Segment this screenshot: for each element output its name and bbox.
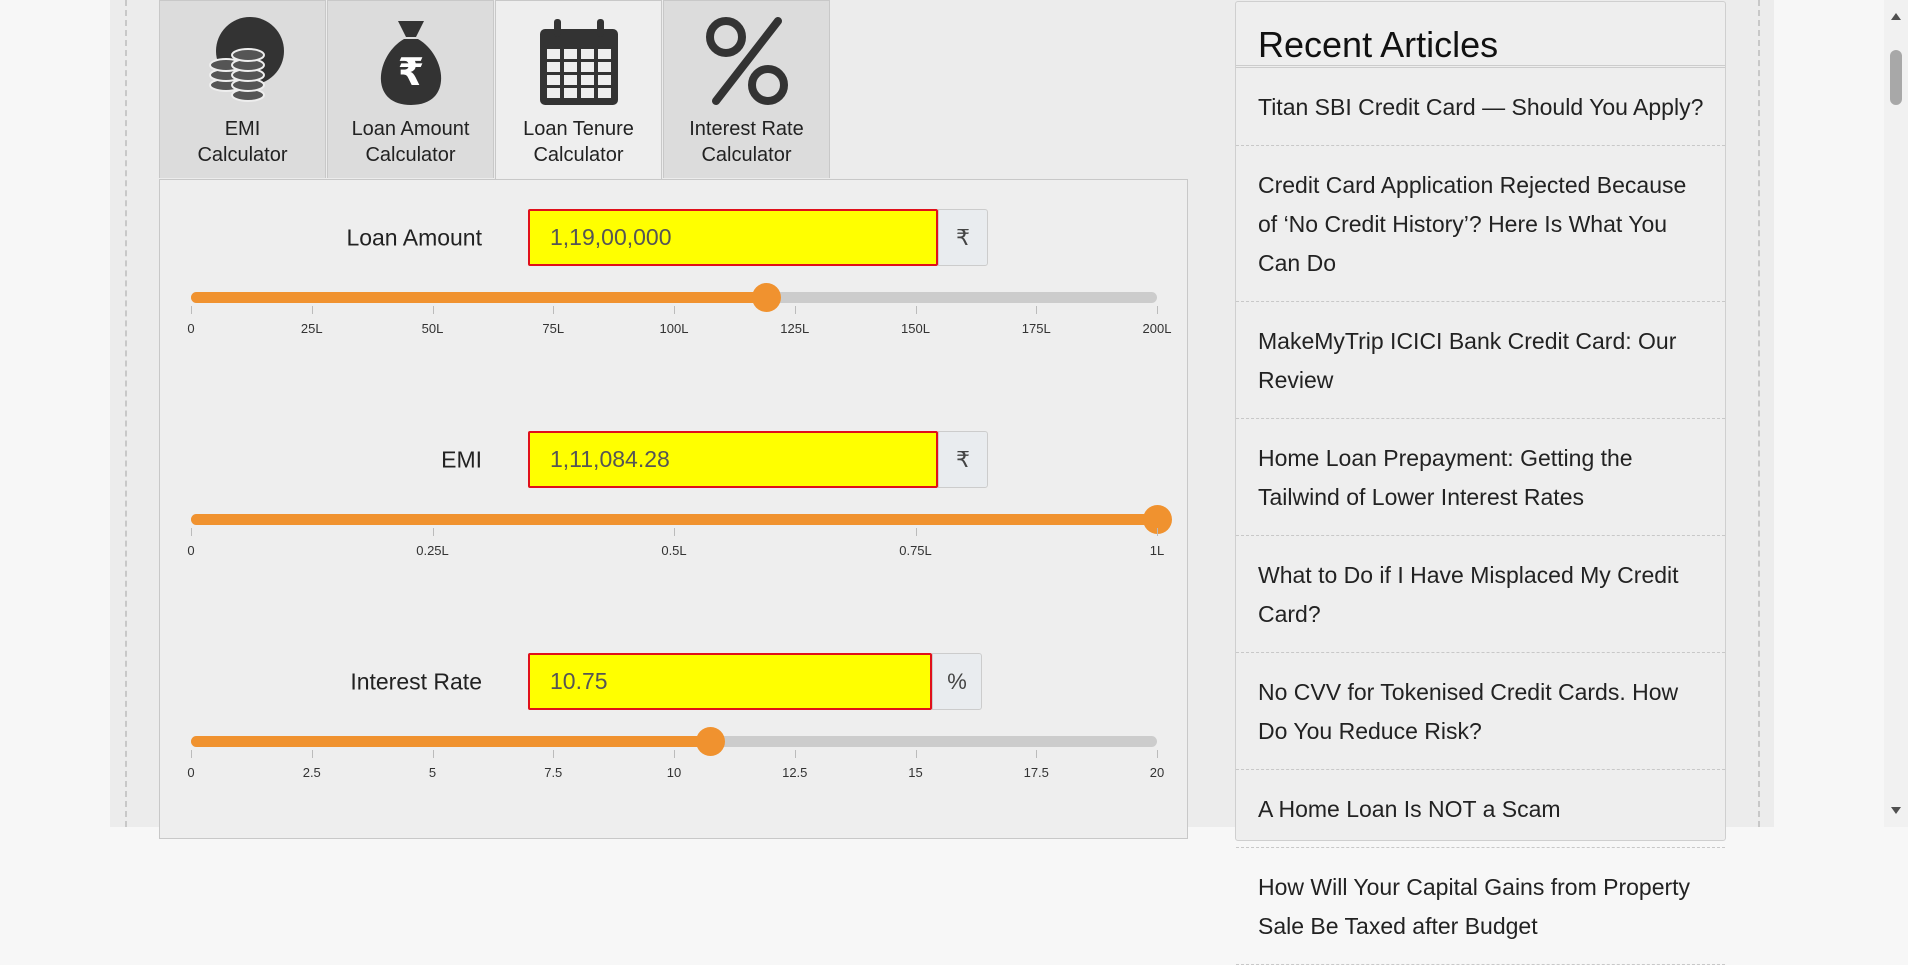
slider-tick [191, 750, 192, 758]
tick-label: 0.75L [899, 543, 932, 558]
slider-tick [1157, 528, 1158, 536]
slider-track[interactable] [191, 283, 1157, 312]
slider-fill [191, 736, 711, 747]
slider-fill [191, 514, 1157, 525]
tick-label: 1L [1149, 543, 1165, 558]
dashed-border [125, 0, 127, 827]
slider-tick [311, 750, 313, 758]
slider-thumb[interactable] [751, 283, 781, 312]
field-label: Loan Amount [346, 224, 482, 251]
tick-label: 2.5 [302, 765, 321, 780]
article-link[interactable]: No CVV for Tokenised Credit Cards. How D… [1236, 653, 1725, 770]
slider-tick [794, 306, 796, 314]
calculator-panel [159, 179, 1188, 839]
unit-addon: ₹ [938, 431, 988, 488]
field-label: Interest Rate [350, 668, 482, 695]
icon [209, 17, 284, 102]
tick-label: 10 [666, 765, 682, 780]
icon [706, 17, 788, 105]
slider-tick [1036, 750, 1038, 758]
tick-label: 75L [542, 321, 565, 336]
icon: ₹ [380, 21, 442, 105]
tab-label: Loan Tenure [523, 118, 634, 140]
slider-tick [674, 528, 675, 536]
slider-tick [553, 750, 555, 758]
input-box[interactable]: 1,19,00,000 [528, 209, 938, 266]
tick-label: 0.5L [661, 543, 687, 558]
slider-tick [1157, 306, 1158, 314]
tab[interactable]: EMI Calculator [159, 0, 326, 178]
slider-tick [432, 528, 434, 536]
slider-tick [915, 528, 917, 536]
tab-label: Calculator [197, 144, 288, 166]
slider-track[interactable] [191, 505, 1172, 534]
tick-label: 7.5 [544, 765, 563, 780]
article-link[interactable]: Titan SBI Credit Card — Should You Apply… [1236, 68, 1725, 146]
recent-articles: Recent Articles Titan SBI Credit Card — … [1235, 1, 1726, 965]
input-box[interactable]: 1,11,084.28 [528, 431, 938, 488]
tick-label: 20 [1149, 765, 1165, 780]
tick-label: 0.25L [416, 543, 449, 558]
article-link[interactable]: A Home Loan Is NOT a Scam [1236, 770, 1725, 848]
slider-tick [915, 750, 917, 758]
tick-label: 125L [780, 321, 810, 336]
tab-label: Calculator [701, 144, 792, 166]
dashed-border [1758, 0, 1760, 827]
svg-text:₹: ₹ [398, 50, 424, 94]
tick-label: 0 [187, 765, 195, 780]
tab[interactable]: ₹ Loan Amount Calculator [327, 0, 494, 178]
slider-tick [794, 750, 796, 758]
tick-label: 200L [1142, 321, 1172, 336]
article-link[interactable]: What to Do if I Have Misplaced My Credit… [1236, 536, 1725, 653]
tab-label: Calculator [365, 144, 456, 166]
slider-tick [915, 306, 917, 314]
tick-label: 17.5 [1023, 765, 1049, 780]
slider-thumb[interactable] [696, 727, 726, 756]
unit-addon: % [932, 653, 982, 710]
tab-label: Calculator [533, 144, 624, 166]
tick-label: 5 [428, 765, 437, 780]
article-list: Titan SBI Credit Card — Should You Apply… [1236, 68, 1725, 965]
slider-tick [432, 750, 434, 758]
tick-label: 150L [901, 321, 930, 336]
scroll-thumb[interactable] [1890, 50, 1902, 105]
tick-label: 0 [187, 321, 195, 336]
tick-label: 12.5 [782, 765, 808, 780]
slider-tick [674, 306, 675, 314]
slider-track[interactable] [191, 727, 1157, 756]
slider-tick [553, 306, 555, 314]
tick-label: 0 [187, 543, 195, 558]
scroll-arrows [1891, 13, 1901, 814]
slider-tick [1036, 306, 1038, 314]
page: EMI Calculator ₹ Loan Amount Calculator Loan … [110, 0, 1908, 965]
article-link[interactable]: Home Loan Prepayment: Getting the Tailwi… [1236, 419, 1725, 536]
icon [540, 19, 618, 105]
unit-addon: ₹ [938, 209, 988, 266]
scrollbar[interactable] [1884, 0, 1908, 827]
tick-label: 175L [1021, 321, 1051, 336]
sidebar-title: Recent Articles [1258, 24, 1499, 65]
slider-tick [1157, 750, 1158, 758]
tab[interactable]: Interest Rate Calculator [663, 0, 830, 178]
tab-label: EMI [224, 118, 261, 140]
slider-tick [191, 528, 192, 536]
slider-fill [191, 292, 766, 303]
article-link[interactable]: How Will Your Capital Gains from Propert… [1236, 848, 1725, 965]
article-link[interactable]: Credit Card Application Rejected Because… [1236, 146, 1725, 302]
slider-tick [191, 306, 192, 314]
tick-label: 25L [300, 321, 323, 336]
title-rule [1236, 65, 1725, 68]
tab[interactable]: Loan Tenure Calculator [495, 0, 662, 180]
article-link[interactable]: MakeMyTrip ICICI Bank Credit Card: Our R… [1236, 302, 1725, 419]
slider-tick [432, 306, 434, 314]
tab-label: Loan Amount [351, 118, 470, 140]
input-box[interactable]: 10.75 [528, 653, 932, 710]
tick-label: 100L [659, 321, 689, 336]
slider-tick [311, 306, 313, 314]
field-label: EMI [441, 446, 482, 473]
slider-tick [674, 750, 675, 758]
tick-label: 15 [908, 765, 923, 780]
tab-label: Interest Rate [689, 118, 804, 140]
tick-label: 50L [421, 321, 444, 336]
